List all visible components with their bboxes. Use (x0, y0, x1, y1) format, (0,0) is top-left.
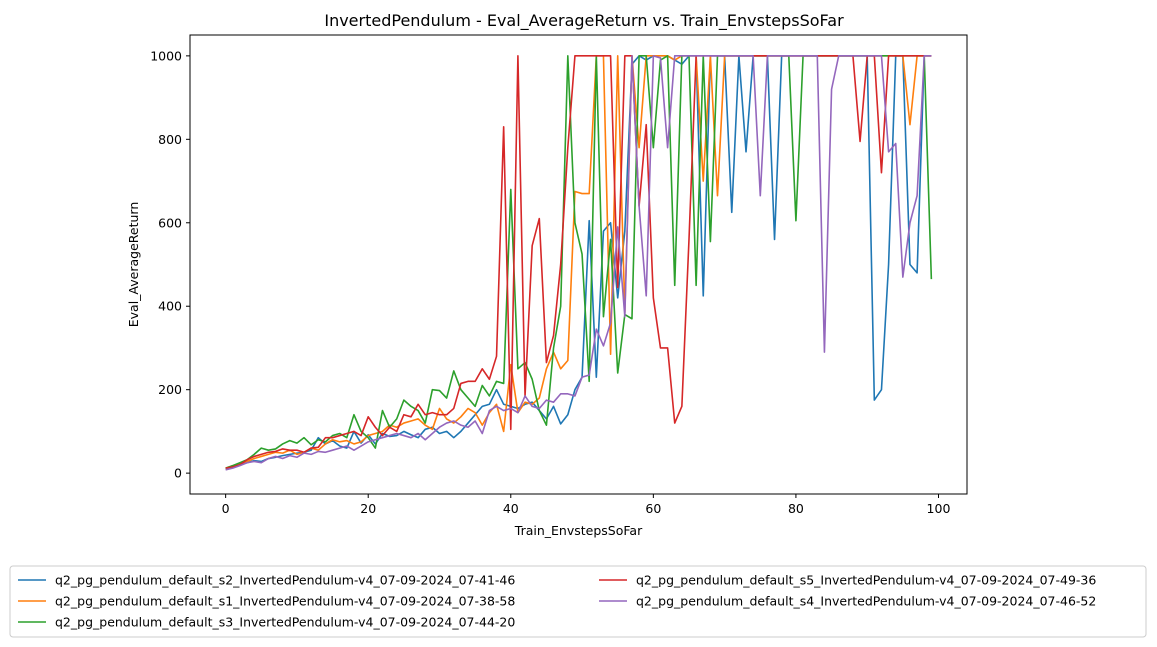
x-tick-label: 0 (222, 501, 230, 516)
legend-entry-label: q2_pg_pendulum_default_s2_InvertedPendul… (55, 573, 515, 588)
series-line-4 (225, 55, 932, 469)
series-line-5 (225, 55, 932, 471)
legend: q2_pg_pendulum_default_s2_InvertedPendul… (9, 565, 1147, 638)
plot-frame (189, 34, 968, 495)
y-axis-label: Eval_AverageReturn (126, 202, 141, 328)
y-tick-label: 1000 (150, 48, 182, 63)
x-tick-label: 20 (360, 501, 376, 516)
y-tick-label: 800 (158, 132, 182, 147)
x-tick-label: 40 (503, 501, 519, 516)
legend-entry-label: q2_pg_pendulum_default_s4_InvertedPendul… (636, 594, 1096, 609)
legend-entry-label: q2_pg_pendulum_default_s5_InvertedPendul… (636, 573, 1096, 588)
x-axis: 0 20 40 60 80 100 (222, 494, 951, 516)
x-tick-label: 80 (788, 501, 804, 516)
y-tick-label: 600 (158, 215, 182, 230)
legend-entry-label: q2_pg_pendulum_default_s3_InvertedPendul… (55, 615, 515, 630)
y-tick-label: 400 (158, 299, 182, 314)
x-tick-label: 100 (927, 501, 951, 516)
legend-entry-label: q2_pg_pendulum_default_s1_InvertedPendul… (55, 594, 515, 609)
series-line-1 (225, 55, 932, 470)
x-tick-label: 60 (645, 501, 661, 516)
series-line-3 (225, 55, 933, 469)
series-line-2 (225, 55, 932, 469)
legend-box (9, 565, 1147, 638)
chart-title: InvertedPendulum - Eval_AverageReturn vs… (324, 11, 844, 31)
y-tick-label: 200 (158, 382, 182, 397)
plot-lines (225, 55, 933, 471)
y-tick-label: 0 (174, 466, 182, 481)
x-axis-label: Train_EnvstepsSoFar (514, 523, 643, 538)
y-axis: 0 200 400 600 800 1000 (150, 48, 190, 481)
